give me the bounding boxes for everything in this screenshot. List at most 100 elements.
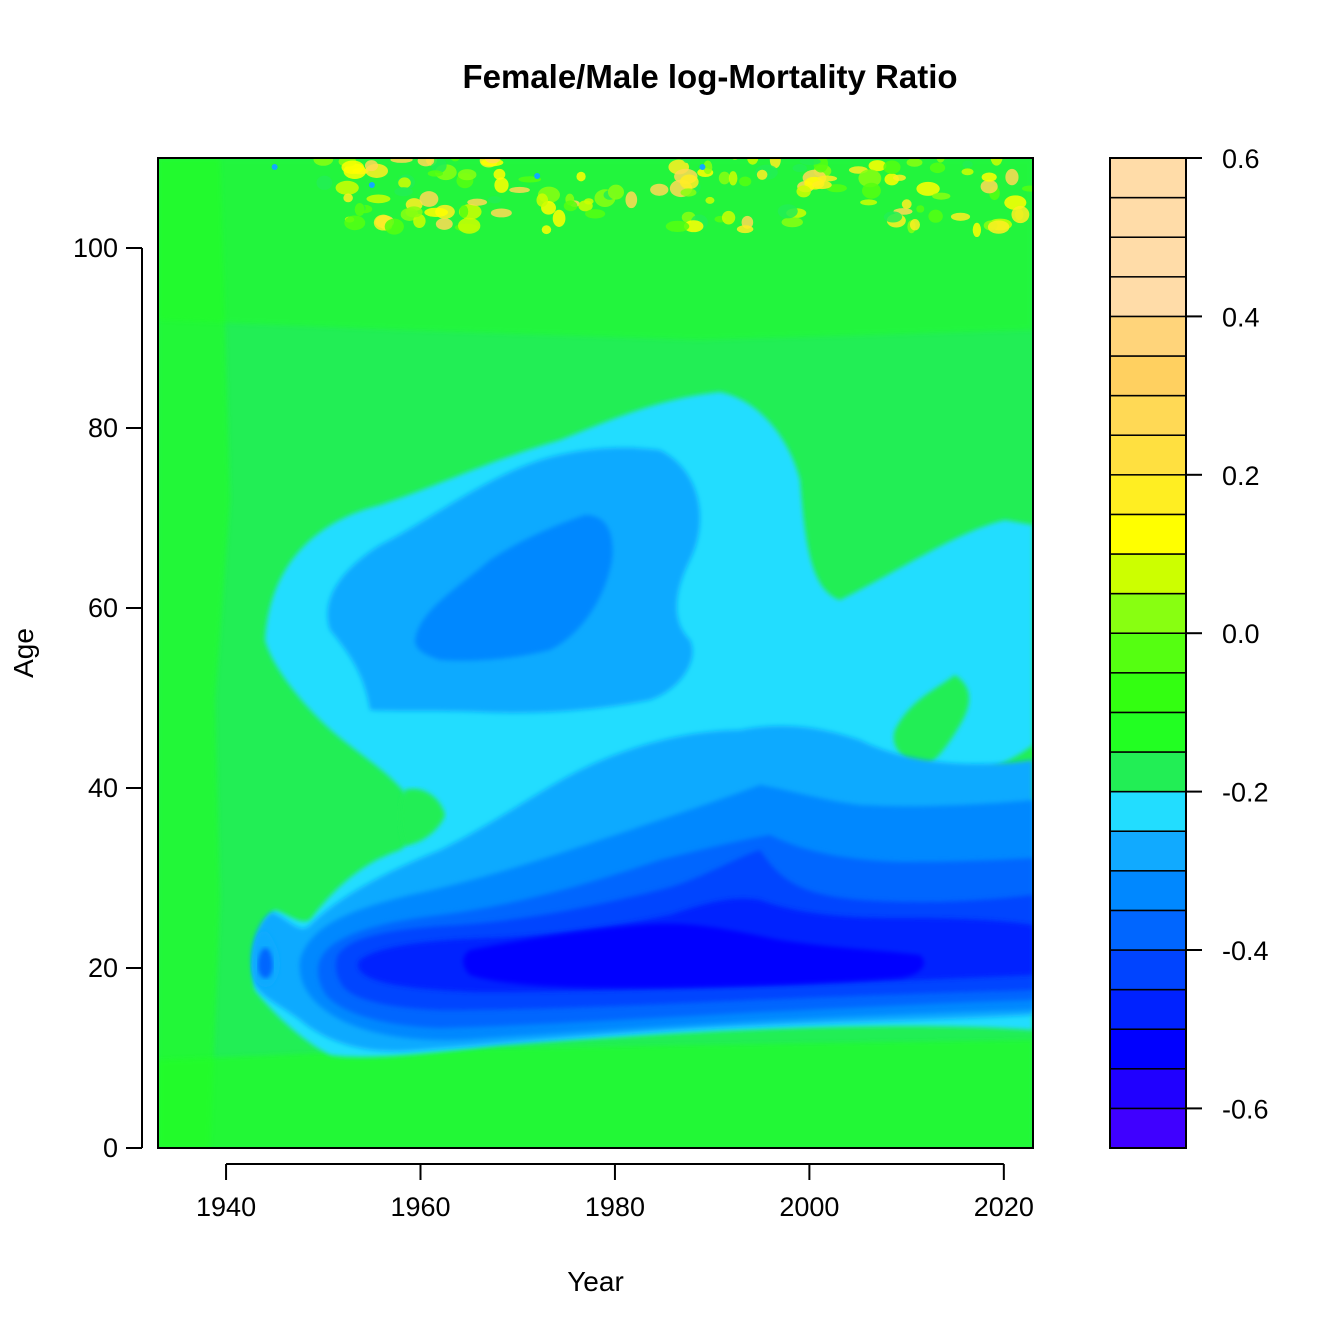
colorbar-swatch xyxy=(1109,394,1187,436)
noise-speck xyxy=(552,209,566,227)
noise-speck xyxy=(457,169,477,181)
noise-speck xyxy=(981,172,997,182)
noise-speck xyxy=(883,160,901,175)
colorbar-swatch xyxy=(1109,474,1187,516)
plot-frame xyxy=(157,157,1034,1149)
heatmap-region-green-top xyxy=(158,158,1033,340)
noise-speck xyxy=(354,202,365,216)
noise-speck xyxy=(467,198,488,206)
noise-speck xyxy=(413,214,426,229)
colorbar-tick-label: 0.4 xyxy=(1222,302,1260,332)
x-axis: 1940 1960 1980 2000 2020 xyxy=(196,1163,1034,1222)
noise-speck xyxy=(817,175,838,182)
noise-speck xyxy=(650,183,669,196)
noise-speck xyxy=(271,164,278,170)
colorbar-swatch xyxy=(1109,157,1187,199)
noise-speck xyxy=(343,193,353,203)
noise-speck xyxy=(747,158,759,165)
noise-speck xyxy=(417,158,435,167)
noise-speck xyxy=(728,171,738,186)
noise-speck xyxy=(812,180,832,190)
y-tick-label: 100 xyxy=(73,233,118,263)
colorbar-swatch xyxy=(1109,711,1187,753)
noise-speck xyxy=(826,184,847,193)
noise-speck xyxy=(916,205,925,213)
noise-speck xyxy=(961,168,974,176)
noise-speck xyxy=(344,215,366,231)
noise-speck xyxy=(394,187,413,197)
noise-speck xyxy=(893,174,906,181)
heatmap-plot-area xyxy=(158,151,1033,1148)
colorbar-swatch xyxy=(1109,751,1187,793)
noise-speck xyxy=(665,220,690,232)
noise-speck xyxy=(683,220,704,233)
colorbar-tick-label: 0.6 xyxy=(1222,144,1260,174)
noise-speck xyxy=(777,204,798,219)
noise-speck xyxy=(781,217,803,228)
colorbar-tick-label: -0.6 xyxy=(1222,1094,1269,1124)
colorbar-swatch xyxy=(1109,196,1187,238)
noise-speck xyxy=(487,196,502,204)
noise-speck xyxy=(324,151,339,157)
y-tick-label: 0 xyxy=(103,1133,118,1163)
colorbar-tick-label: 0.2 xyxy=(1222,461,1260,491)
y-tick-label: 60 xyxy=(88,593,118,623)
colorbar-swatch xyxy=(1109,830,1187,872)
colorbar-swatch xyxy=(1109,553,1187,595)
noise-speck xyxy=(398,177,411,189)
noise-speck xyxy=(928,209,943,223)
x-tick-label: 1960 xyxy=(390,1192,450,1222)
noise-speck xyxy=(929,162,946,174)
colorbar-tick-label: -0.2 xyxy=(1222,778,1269,808)
noise-speck xyxy=(1022,185,1033,192)
noise-speck xyxy=(431,158,447,174)
noise-speck xyxy=(962,160,973,169)
noise-speck xyxy=(494,177,509,193)
noise-speck xyxy=(424,207,449,217)
colorbar-swatch xyxy=(1109,672,1187,714)
noise-speck xyxy=(756,169,768,180)
noise-speck xyxy=(699,164,706,170)
noise-speck xyxy=(459,205,469,218)
noise-speck xyxy=(484,158,502,164)
noise-speck xyxy=(490,208,512,218)
noise-speck xyxy=(335,180,359,195)
noise-speck xyxy=(861,182,881,199)
noise-speck xyxy=(990,158,1003,166)
colorbar-swatch xyxy=(1109,790,1187,832)
y-tick-label: 80 xyxy=(88,413,118,443)
colorbar-swatch xyxy=(1109,513,1187,555)
colorbar-swatch xyxy=(1109,1107,1187,1149)
noise-speck xyxy=(541,225,552,235)
x-axis-label: Year xyxy=(567,1266,624,1297)
noise-speck xyxy=(705,196,715,204)
noise-speck xyxy=(682,158,692,164)
noise-speck xyxy=(584,198,594,205)
noise-speck xyxy=(384,218,404,235)
x-tick-label: 2000 xyxy=(779,1192,839,1222)
noise-speck xyxy=(368,182,375,188)
colorbar-swatch xyxy=(1109,632,1187,674)
noise-speck xyxy=(932,192,951,200)
noise-speck xyxy=(341,160,365,175)
noise-speck xyxy=(607,184,625,200)
noise-speck xyxy=(936,158,945,163)
noise-speck xyxy=(799,158,821,165)
noise-speck xyxy=(625,191,638,209)
noise-speck xyxy=(858,169,882,188)
noise-speck xyxy=(390,158,413,163)
noise-speck xyxy=(950,212,971,221)
noise-speck xyxy=(736,225,754,234)
noise-speck xyxy=(576,171,586,182)
heatmap-region-green-island-right xyxy=(893,675,970,769)
noise-speck xyxy=(769,158,781,169)
colorbar-swatch xyxy=(1109,870,1187,912)
noise-speck xyxy=(563,200,578,212)
noise-speck xyxy=(860,199,878,206)
noise-speck xyxy=(450,158,461,162)
colorbar-swatch xyxy=(1109,355,1187,397)
colorbar-tick-label: 0.0 xyxy=(1222,619,1260,649)
colorbar-swatch xyxy=(1109,1068,1187,1110)
noise-speck xyxy=(868,160,887,172)
